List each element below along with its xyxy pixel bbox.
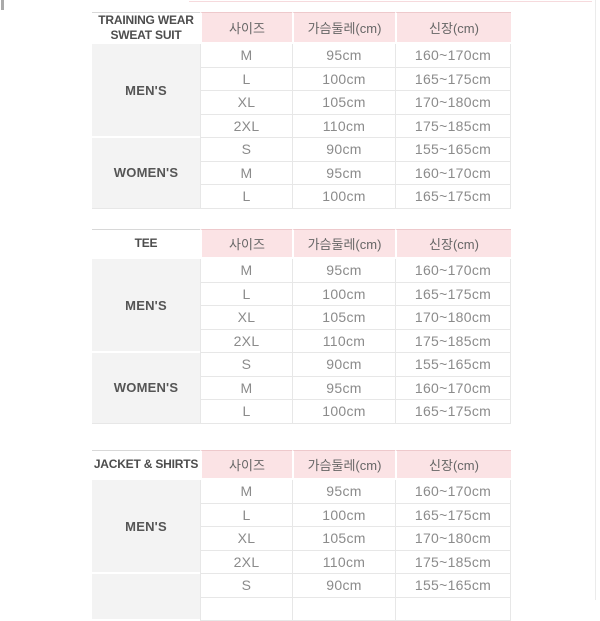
cell-chest: 110cm	[292, 330, 395, 354]
group-label-cell: MEN'S	[92, 480, 200, 574]
page: { "colors": { "header_pink_bg": "#fbe3e5…	[0, 0, 600, 600]
cell-height: 160~170cm	[395, 377, 511, 401]
cell-size: M	[200, 259, 292, 283]
col-header-height-cell: 신장(cm)	[395, 229, 511, 259]
cell-height: 155~165cm	[395, 138, 511, 162]
cell-chest: 105cm	[292, 306, 395, 330]
cell-size: S	[200, 353, 292, 377]
cell-size: L	[200, 400, 292, 424]
cell-chest: 95cm	[292, 162, 395, 186]
cell-height: 160~170cm	[395, 480, 511, 504]
category-line: SWEAT SUIT	[110, 28, 181, 43]
cell-chest: 105cm	[292, 527, 395, 551]
cell-chest: 95cm	[292, 480, 395, 504]
cell-height: 155~165cm	[395, 574, 511, 598]
cell-chest: 110cm	[292, 115, 395, 139]
cell-size: 2XL	[200, 330, 292, 354]
cell-height: 155~165cm	[395, 353, 511, 377]
cell-chest: 95cm	[292, 377, 395, 401]
category-line: JACKET & SHIRTS	[94, 457, 198, 472]
cell-size: L	[200, 68, 292, 92]
cell-chest: 90cm	[292, 574, 395, 598]
category-line: TRAINING WEAR	[98, 13, 193, 28]
group-label-cell: WOMEN'S	[92, 138, 200, 209]
cell-height: 160~170cm	[395, 44, 511, 68]
cell-height: 165~175cm	[395, 185, 511, 209]
cell-chest: 100cm	[292, 504, 395, 528]
category-header-cell: JACKET & SHIRTS	[92, 450, 200, 480]
cell-chest: 100cm	[292, 283, 395, 307]
cell-size: M	[200, 44, 292, 68]
cell-size: L	[200, 185, 292, 209]
cell-height: 165~175cm	[395, 283, 511, 307]
group-label-cell: WOMEN'S	[92, 353, 200, 424]
cell-chest: 105cm	[292, 91, 395, 115]
cell-size: L	[200, 283, 292, 307]
cell-chest: 90cm	[292, 138, 395, 162]
cell-size: S	[200, 574, 292, 598]
cell-chest: 100cm	[292, 68, 395, 92]
col-header-size-cell: 사이즈	[200, 12, 292, 44]
col-header-size-cell: 사이즈	[200, 229, 292, 259]
category-line: TEE	[135, 236, 158, 251]
group-label-cell: MEN'S	[92, 259, 200, 353]
cell-chest: 90cm	[292, 353, 395, 377]
cell-height: 170~180cm	[395, 527, 511, 551]
cell-size: XL	[200, 91, 292, 115]
col-header-height-cell: 신장(cm)	[395, 450, 511, 480]
cell-size: M	[200, 377, 292, 401]
cell-chest: 110cm	[292, 551, 395, 575]
cell-height: 170~180cm	[395, 306, 511, 330]
cell-size: L	[200, 504, 292, 528]
cell-height: 175~185cm	[395, 551, 511, 575]
cell-chest: 95cm	[292, 259, 395, 283]
cell-size-clipped	[200, 598, 292, 621]
cell-size: XL	[200, 306, 292, 330]
cell-size: S	[200, 138, 292, 162]
cell-size: M	[200, 480, 292, 504]
col-header-height-cell: 신장(cm)	[395, 12, 511, 44]
cell-chest: 100cm	[292, 185, 395, 209]
cell-height: 165~175cm	[395, 504, 511, 528]
cell-chest: 95cm	[292, 44, 395, 68]
cell-chest-clipped	[292, 598, 395, 621]
scrollbar-artifact	[1, 0, 4, 10]
group-label-cell: MEN'S	[92, 44, 200, 138]
col-header-chest-cell: 가슴둘레(cm)	[292, 12, 395, 44]
cell-height-clipped	[395, 598, 511, 621]
group-label-cell	[92, 574, 200, 621]
page-edge-line	[595, 0, 596, 600]
top-divider-line	[189, 1, 592, 2]
cell-chest: 100cm	[292, 400, 395, 424]
cell-size: 2XL	[200, 115, 292, 139]
cell-height: 165~175cm	[395, 400, 511, 424]
cell-height: 175~185cm	[395, 330, 511, 354]
cell-height: 160~170cm	[395, 259, 511, 283]
col-header-chest-cell: 가슴둘레(cm)	[292, 450, 395, 480]
cell-height: 170~180cm	[395, 91, 511, 115]
cell-size: XL	[200, 527, 292, 551]
category-header-cell: TEE	[92, 229, 200, 259]
cell-height: 160~170cm	[395, 162, 511, 186]
cell-size: M	[200, 162, 292, 186]
cell-height: 175~185cm	[395, 115, 511, 139]
col-header-chest-cell: 가슴둘레(cm)	[292, 229, 395, 259]
cell-size: 2XL	[200, 551, 292, 575]
col-header-size-cell: 사이즈	[200, 450, 292, 480]
cell-height: 165~175cm	[395, 68, 511, 92]
